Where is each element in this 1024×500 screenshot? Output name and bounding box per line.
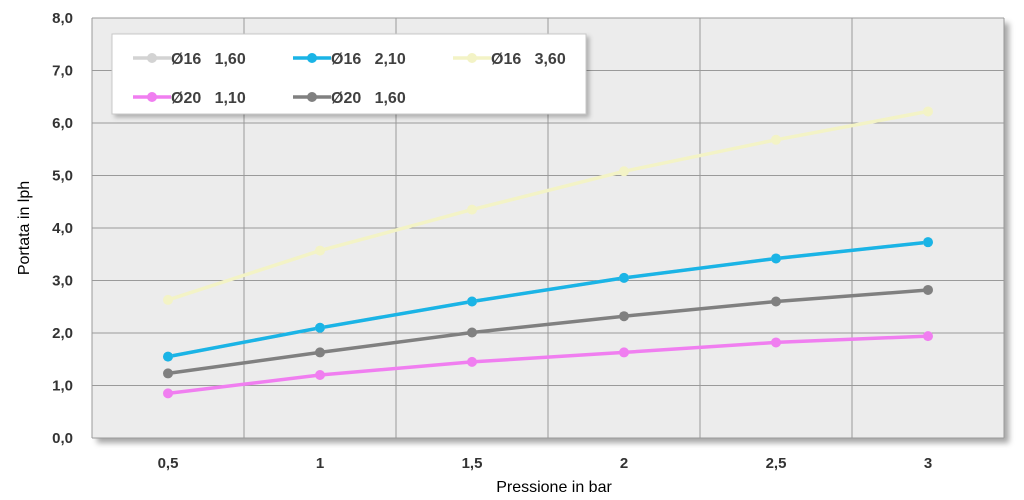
data-point-3: [771, 134, 781, 145]
y-tick-label: 3,0: [52, 273, 73, 290]
data-point-2: [315, 322, 325, 333]
x-axis-title: Pressione in bar: [496, 479, 612, 496]
data-point-3: [619, 166, 629, 177]
data-point-5: [315, 347, 325, 358]
data-point-5: [923, 284, 933, 295]
data-point-4: [315, 370, 325, 380]
data-point-4: [923, 331, 933, 342]
series-line-3: [167, 109, 929, 302]
data-point-5: [619, 311, 629, 322]
legend-marker-2: [307, 53, 317, 63]
series-line-4: [167, 334, 929, 396]
legend-label-2: Ø16 2,10: [331, 51, 406, 68]
x-tick-label: 2,5: [766, 455, 787, 472]
data-point-3: [923, 106, 933, 117]
data-point-2: [771, 253, 781, 264]
y-tick-label: 0,0: [52, 430, 73, 447]
data-point-5: [467, 327, 477, 338]
y-tick-label: 8,0: [52, 10, 73, 27]
y-tick-label: 1,0: [52, 378, 73, 395]
legend-marker-4: [147, 92, 157, 102]
y-axis-ticks: 0,0 1,0 2,0 3,0 4,0 5,0 6,0 7,0 8,0: [52, 10, 73, 447]
data-point-4: [619, 347, 629, 358]
legend-marker-3: [467, 53, 477, 63]
data-point-3: [315, 245, 325, 256]
series-line-2: [167, 240, 929, 359]
y-tick-label: 4,0: [52, 220, 73, 237]
data-point-5: [163, 368, 173, 379]
x-tick-label: 2: [620, 455, 628, 472]
data-point-2: [467, 296, 477, 307]
data-point-4: [467, 356, 477, 367]
legend-label-1: Ø16 1,60: [171, 51, 246, 68]
y-tick-label: 6,0: [52, 115, 73, 132]
x-tick-label: 1,5: [462, 455, 483, 472]
data-point-2: [619, 272, 629, 283]
data-point-4: [163, 388, 173, 399]
series-points: [163, 106, 933, 399]
legend-label-5: Ø20 1,60: [331, 90, 406, 107]
x-tick-label: 3: [924, 455, 932, 472]
y-tick-label: 5,0: [52, 168, 73, 185]
x-tick-label: 0,5: [158, 455, 179, 472]
data-point-2: [163, 351, 173, 362]
legend: Ø16 1,60 Ø16 2,10 Ø16 3,60 Ø20 1,10 Ø20 1,60: [111, 33, 587, 115]
series-lines: [167, 109, 929, 396]
x-tick-label: 1: [316, 455, 324, 472]
y-axis-title: Portata in lph: [16, 181, 33, 275]
legend-label-3: Ø16 3,60: [491, 51, 566, 68]
legend-marker-1: [147, 53, 157, 63]
data-point-3: [467, 204, 477, 215]
data-point-2: [923, 237, 933, 248]
data-point-3: [163, 294, 173, 305]
y-tick-label: 7,0: [52, 63, 73, 80]
data-point-5: [771, 296, 781, 307]
legend-label-4: Ø20 1,10: [171, 90, 246, 107]
data-point-4: [771, 337, 781, 348]
series-line-5: [167, 288, 929, 376]
x-axis-ticks: 0,5 1 1,5 2 2,5 3: [158, 455, 933, 472]
legend-marker-5: [307, 92, 317, 102]
y-tick-label: 2,0: [52, 325, 73, 342]
legend-box: [111, 33, 587, 115]
